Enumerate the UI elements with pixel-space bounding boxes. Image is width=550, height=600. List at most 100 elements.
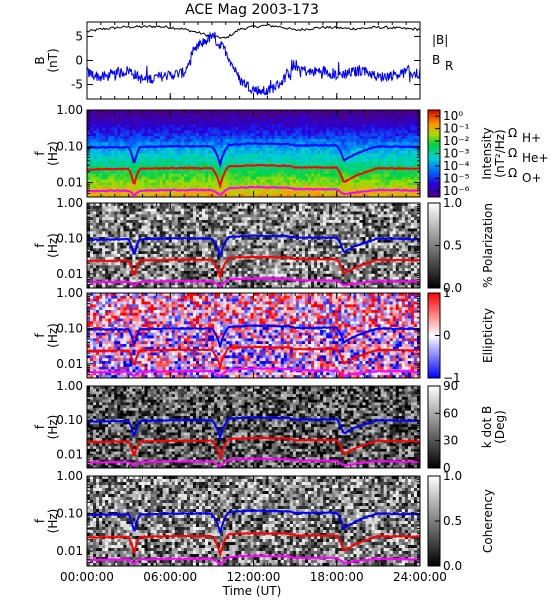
intensity-cell xyxy=(238,153,242,157)
polarization-cell xyxy=(99,279,103,283)
intensity-cell xyxy=(186,112,191,117)
intensity-cell xyxy=(377,168,382,172)
intensity-cell xyxy=(265,144,270,149)
intensity-cell xyxy=(189,168,194,172)
intensity-cell xyxy=(144,124,148,128)
intensity-cell xyxy=(93,191,97,195)
intensity-cell xyxy=(283,176,288,180)
polarization-cell xyxy=(162,208,167,212)
intensity-cell xyxy=(323,153,327,157)
intensity-cell xyxy=(271,147,276,151)
intensity-cell xyxy=(93,112,97,117)
polarization-cell xyxy=(223,256,227,261)
polarization-cell xyxy=(117,262,121,266)
intensity-cell xyxy=(156,118,161,122)
polarization-cell xyxy=(111,273,115,278)
intensity-cell xyxy=(338,185,342,189)
intensity-cell xyxy=(311,156,315,160)
intensity-cell xyxy=(205,191,209,195)
polarization-cell xyxy=(120,276,124,280)
intensity-cell xyxy=(268,147,273,151)
polarization-cell xyxy=(135,231,139,235)
intensity-cell xyxy=(165,168,170,172)
intensity-cell xyxy=(165,159,170,163)
intensity-cell xyxy=(171,124,176,128)
intensity-cell xyxy=(138,141,142,146)
polarization-cell xyxy=(90,276,94,280)
intensity-cell xyxy=(138,179,142,183)
intensity-cell xyxy=(141,133,145,137)
intensity-cell xyxy=(156,141,161,146)
intensity-cell xyxy=(229,188,233,192)
intensity-cell xyxy=(283,127,288,131)
intensity-cell xyxy=(277,194,282,198)
intensity-cell xyxy=(87,185,91,189)
intensity-cell xyxy=(259,173,263,178)
intensity-cell xyxy=(274,139,279,143)
intensity-cell xyxy=(129,179,133,183)
polarization-cell xyxy=(180,234,185,238)
intensity-cell xyxy=(168,118,173,122)
intensity-cell xyxy=(214,141,218,146)
intensity-cell xyxy=(217,121,221,125)
intensity-cell xyxy=(404,165,409,169)
intensity-cell xyxy=(192,124,197,128)
polarization-cell xyxy=(171,262,176,266)
intensity-cell xyxy=(168,133,173,137)
intensity-cell xyxy=(404,147,409,151)
intensity-cell xyxy=(108,150,112,154)
polarization-cell xyxy=(171,259,176,263)
polarization-cell xyxy=(183,222,188,227)
intensity-cell xyxy=(159,176,164,180)
intensity-cell xyxy=(268,130,273,134)
polarization-cell xyxy=(144,217,148,221)
intensity-cell xyxy=(317,153,321,157)
polarization-cell xyxy=(189,256,194,261)
intensity-cell xyxy=(374,159,379,163)
polarization-cell xyxy=(186,273,191,278)
intensity-cell xyxy=(205,170,209,175)
intensity-cell xyxy=(262,191,267,195)
polarization-cell xyxy=(220,262,224,266)
intensity-cell xyxy=(241,176,245,180)
intensity-cell xyxy=(253,194,257,198)
intensity-cell xyxy=(205,133,209,137)
intensity-cell xyxy=(165,130,170,134)
intensity-cell xyxy=(362,153,366,157)
polarization-cell xyxy=(114,231,118,235)
polarization-cell xyxy=(144,220,148,224)
polarization-cell xyxy=(223,273,227,278)
intensity-cell xyxy=(365,110,369,114)
intensity-cell xyxy=(329,118,333,122)
intensity-cell xyxy=(220,168,224,172)
polarization-cell xyxy=(211,245,215,249)
intensity-cell xyxy=(323,118,327,122)
intensity-cell xyxy=(304,170,309,175)
intensity-cell xyxy=(90,141,94,146)
polarization-cell xyxy=(123,205,127,210)
intensity-cell xyxy=(401,185,406,189)
intensity-cell xyxy=(114,139,118,143)
intensity-cell xyxy=(220,165,224,169)
intensity-cell xyxy=(202,110,206,114)
polarization-cell xyxy=(102,254,106,258)
intensity-cell xyxy=(259,182,263,186)
intensity-cell xyxy=(168,170,173,175)
intensity-cell xyxy=(183,191,188,195)
polarization-cell xyxy=(135,256,139,261)
intensity-cell xyxy=(277,191,282,195)
intensity-cell xyxy=(99,118,103,122)
intensity-cell xyxy=(265,118,270,122)
intensity-cell xyxy=(126,124,130,128)
intensity-cell xyxy=(314,153,318,157)
polarization-cell xyxy=(141,217,145,221)
polarization-cell xyxy=(87,262,91,266)
intensity-cell xyxy=(332,127,336,131)
intensity-cell xyxy=(398,130,403,134)
intensity-cell xyxy=(274,112,279,117)
intensity-cell xyxy=(256,110,260,114)
intensity-cell xyxy=(135,144,139,149)
intensity-cell xyxy=(295,110,300,114)
intensity-cell xyxy=(368,150,372,154)
polarization-cell xyxy=(159,265,164,269)
